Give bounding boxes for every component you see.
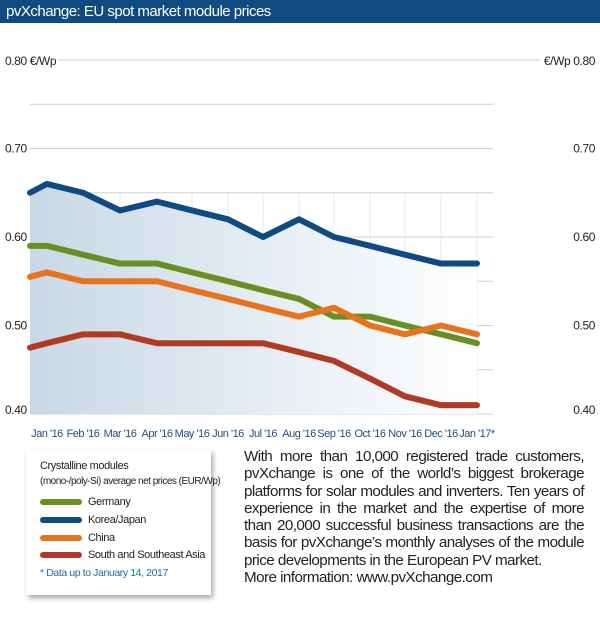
x-tick-label: Jan '17* [459,428,496,440]
legend-swatch [40,552,82,558]
y-tick-label-left: 0.50 [5,319,27,333]
x-tick-label: Aug '16 [282,428,316,440]
legend-swatch [40,535,82,541]
legend-label: South and Southeast Asia [88,549,205,561]
series-line-germany [27,242,480,347]
description: With more than 10,000 registered trade c… [244,448,585,587]
x-tick-label: Dec '16 [424,428,458,440]
y-tick-label-right: 0.50 [573,319,595,333]
x-tick-label: Oct '16 [354,428,385,440]
legend-footnote: * Data up to January 14, 2017 [40,567,168,579]
y-tick-label-left: 0.40 [5,403,27,417]
legend-item-china: China [40,530,115,546]
line-chart: 0.40 0.40 0.50 0.50 0.60 0.60 0.70 0.70 Jan '16 F… [5,54,596,440]
legend-label: China [88,532,115,544]
series-line-south-and-southeast-asia [27,331,480,409]
legend: Crystalline modules (mono-/poly-Si) aver… [26,450,221,595]
legend-subtitle: (mono-/poly-Si) average net prices (EUR/… [40,476,221,487]
y-tick-label-right: 0.40 [573,403,595,417]
legend-swatch [40,517,82,523]
series-line-china [27,269,480,338]
title-bar: pvXchange: EU spot market module prices [0,0,600,23]
y-tick-label-left: 0.70 [5,142,27,156]
legend-label: Germany [88,496,131,508]
chart-title: pvXchange: EU spot market module prices [6,3,271,20]
y-tick-label-right: 0.70 [573,142,595,156]
x-tick-label: Nov '16 [388,428,422,440]
legend-swatch [40,499,82,505]
legend-label: Korea/Japan [88,514,146,526]
x-tick-label: Mar '16 [104,428,137,440]
series-line-korea-japan [27,180,480,267]
x-tick-label: Jul '16 [249,428,277,440]
legend-item-germany: Germany [40,494,131,510]
more-info-text: More information: www.pvXchange.com [244,569,493,587]
x-tick-label: Jun '16 [212,428,244,440]
x-tick-label: Feb '16 [67,428,100,440]
x-tick-label: Apr '16 [141,428,172,440]
y-axis-label-right: €/Wp 0.80 [544,54,596,68]
x-tick-label: Sep '16 [317,428,351,440]
plot-area-shading [30,183,477,414]
legend-item-south-southeast-asia: South and Southeast Asia [40,547,205,563]
legend-item-korea-japan: Korea/Japan [40,512,146,528]
x-tick-label: May '16 [175,428,210,440]
description-paragraph: With more than 10,000 registered trade c… [244,448,585,569]
x-tick-label: Jan '16 [31,428,63,440]
y-axis-label-left: 0.80 €/Wp [5,54,57,68]
y-tick-label-left: 0.60 [5,230,27,244]
y-tick-label-right: 0.60 [573,230,595,244]
legend-title: Crystalline modules [40,460,129,472]
